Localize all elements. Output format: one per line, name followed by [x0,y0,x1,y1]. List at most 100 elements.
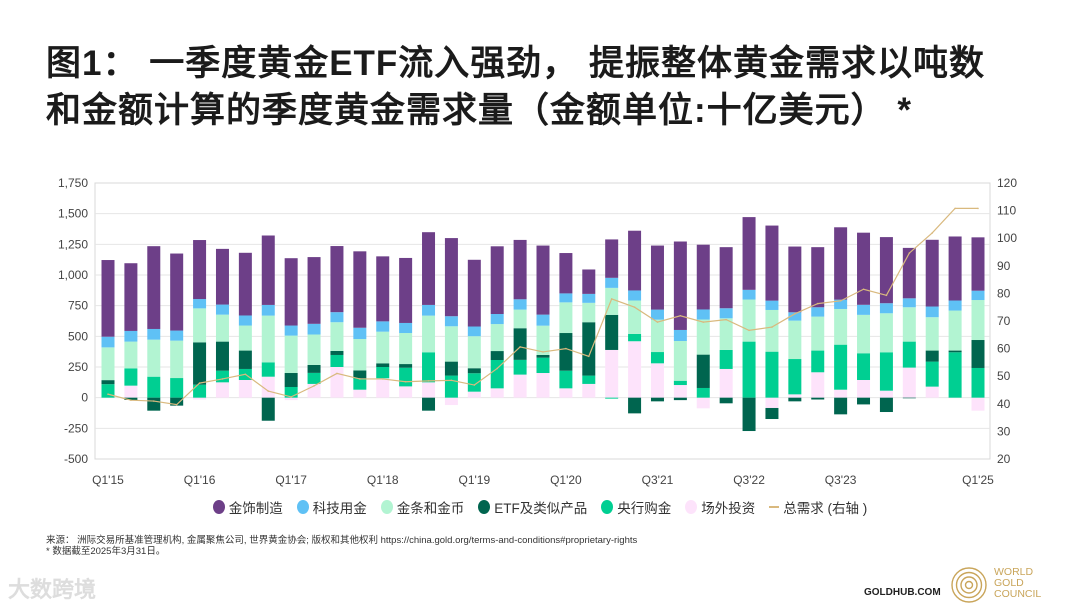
bar-segment-technology [948,300,962,311]
y-right-tick-label: 100 [997,231,1017,245]
bar-segment-technology [811,307,825,317]
bar-segment-bars_coins [444,326,458,362]
total-demand-point [565,347,567,350]
legend-line-icon [769,506,780,508]
bar-segment-jewellery [834,227,848,300]
bar-segment-otc [673,385,687,398]
total-demand-point [152,400,155,402]
y-right-tick-label: 20 [997,452,1011,466]
legend-otc: 场外投资 [685,497,755,517]
bar-segment-central_banks [948,352,962,398]
bar-segment-technology [902,298,916,308]
bar-segment-jewellery [742,217,756,290]
bar-segment-jewellery [284,258,298,326]
bar-segment-etf [513,328,527,360]
legend-total: 总需求 (右轴 ) [769,497,867,517]
x-tick-label: Q3'23 [825,473,857,487]
x-tick-label: Q1'25 [962,473,994,487]
bar-segment-jewellery [948,236,962,301]
bar-segment-bars_coins [215,314,229,342]
bar-segment-otc [536,373,550,398]
legend-label: 场外投资 [701,501,756,516]
bar-segment-etf [765,407,779,420]
bar-segment-central_banks [628,333,642,342]
total-demand-point [359,378,361,380]
bar-segment-central_banks [719,349,733,369]
bar-segment-technology [650,309,664,320]
total-demand-point [381,378,384,380]
bar-segment-jewellery [124,263,138,331]
bar-segment-jewellery [765,225,779,301]
total-demand-point [473,384,476,386]
total-demand-point [542,351,544,353]
bar-segment-jewellery [101,260,115,337]
x-tick-label: Q1'15 [92,473,124,487]
bar-segment-bars_coins [467,336,481,369]
bar-segment-bars_coins [490,324,504,352]
bar-segment-central_banks [605,397,619,399]
legend-label: 总需求 (右轴 ) [783,501,868,516]
bar-segment-technology [536,314,550,326]
bar-segment-otc [719,368,733,398]
bar-segment-central_banks [536,357,550,374]
bar-segment-etf [559,333,573,371]
bar-segment-etf [170,397,184,406]
total-demand-point [244,373,247,376]
bar-segment-central_banks [879,352,893,391]
bar-segment-etf [124,397,138,400]
total-demand-point [519,346,521,348]
bar-segment-technology [238,315,252,326]
bar-segment-jewellery [467,259,481,327]
bar-segment-central_banks [330,354,344,367]
bar-segment-etf [582,322,596,376]
bar-segment-technology [490,314,504,325]
total-demand-point [839,300,842,302]
bar-segment-technology [330,312,344,323]
bar-segment-otc [490,388,504,398]
bar-segment-etf [444,361,458,376]
bar-segment-central_banks [444,375,458,398]
y-left-tick-label: 250 [68,360,88,374]
legend-etf: ETF及类似产品 [478,497,587,517]
bar-segment-technology [719,308,733,319]
bar-segment-central_banks [857,353,871,381]
bar-segment-etf [536,354,550,358]
bar-segment-jewellery [902,247,916,299]
bar-segment-technology [467,326,481,337]
bar-segment-bars_coins [857,314,871,354]
wgc-rings-icon [951,567,987,603]
chart-title: 图1： 一季度黄金ETF流入强劲， 提振整体黄金需求以吨数 和金额计算的季度黄金… [46,40,985,134]
logo-text: WORLD [994,566,1034,578]
bar-segment-otc [353,389,367,398]
bar-segment-bars_coins [513,309,527,329]
bar-segment-jewellery [628,230,642,291]
bar-segment-otc [811,372,825,398]
bar-segment-technology [971,290,985,301]
bar-segment-otc [971,397,985,411]
bar-segment-bars_coins [788,320,802,360]
bar-segment-bars_coins [650,319,664,353]
bar-segment-technology [673,329,687,341]
y-left-tick-label: 0 [81,391,88,405]
bar-segment-etf [650,397,664,402]
y-right-tick-label: 70 [997,314,1011,328]
bar-segment-central_banks [696,387,710,398]
bar-segment-central_banks [673,380,687,386]
bar-segment-etf [467,368,481,374]
bar-segment-technology [628,290,642,301]
goldhub-link[interactable]: GOLDHUB.COM [864,587,941,598]
legend-technology: 科技用金 [296,497,367,517]
bar-segment-bars_coins [948,310,962,351]
bar-segment-bars_coins [376,331,390,364]
bar-segment-central_banks [765,351,779,398]
bar-segment-technology [353,327,367,340]
bar-segment-etf [696,354,710,388]
title-line-2: 和金额计算的季度黄金需求量（金额单位:十亿美元） * [46,91,913,130]
total-demand-point [290,396,292,398]
bar-segment-etf [948,350,962,353]
y-right-tick-label: 60 [997,342,1011,356]
x-tick-label: Q1'18 [367,473,399,487]
x-tick-label: Q1'17 [275,473,307,487]
bar-segment-technology [857,304,871,315]
date-note: * 数据截至2025年3月31日。 [46,546,166,557]
